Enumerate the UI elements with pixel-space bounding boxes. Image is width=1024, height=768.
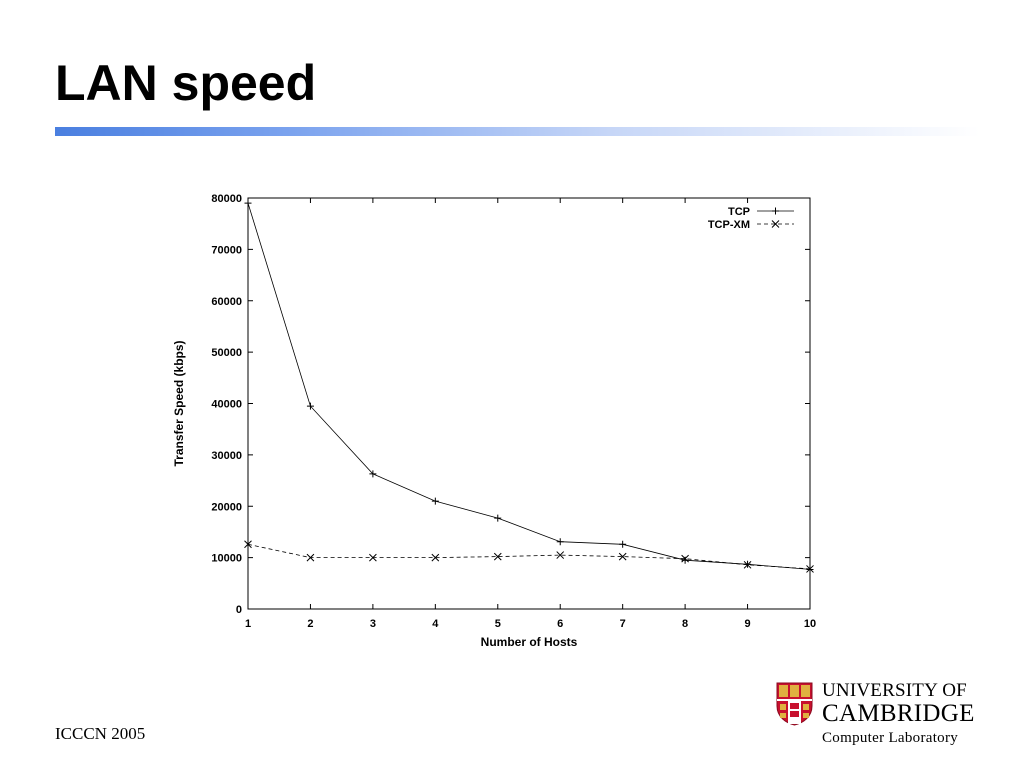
y-tick-label: 80000 bbox=[211, 193, 242, 205]
logo-computer-laboratory: Computer Laboratory bbox=[822, 730, 959, 746]
x-tick-label: 1 bbox=[245, 618, 251, 630]
data-point bbox=[431, 553, 440, 562]
data-point bbox=[494, 514, 502, 522]
x-axis-label: Number of Hosts bbox=[481, 635, 578, 649]
data-point bbox=[618, 552, 627, 561]
data-point bbox=[681, 556, 689, 564]
footer-conference-label: ICCCN 2005 bbox=[55, 724, 146, 743]
data-point bbox=[619, 540, 627, 548]
data-point bbox=[743, 560, 752, 569]
series-line bbox=[247, 202, 811, 570]
data-point bbox=[556, 551, 565, 559]
y-tick-label: 0 bbox=[236, 604, 242, 616]
data-point bbox=[369, 470, 377, 478]
cambridge-shield-icon bbox=[776, 682, 813, 726]
x-tick-label: 8 bbox=[682, 618, 688, 630]
logo-cambridge: CAMBRIDGE bbox=[822, 700, 975, 727]
data-point bbox=[681, 554, 689, 563]
y-tick-label: 40000 bbox=[211, 399, 242, 411]
x-tick-label: 7 bbox=[620, 618, 626, 630]
series-line bbox=[247, 543, 811, 570]
data-point bbox=[306, 402, 314, 410]
data-point bbox=[306, 553, 315, 562]
y-axis-label: Transfer Speed (kbps) bbox=[172, 340, 186, 466]
y-tick-label: 70000 bbox=[211, 244, 242, 256]
legend-marker bbox=[771, 220, 780, 228]
data-point bbox=[806, 565, 814, 573]
y-tick-label: 60000 bbox=[211, 296, 242, 308]
data-point bbox=[244, 199, 252, 207]
title-underline-bar bbox=[55, 127, 980, 136]
x-tick-label: 10 bbox=[804, 618, 816, 630]
legend-marker bbox=[772, 207, 779, 215]
x-tick-label: 9 bbox=[744, 618, 750, 630]
y-tick-label: 10000 bbox=[211, 553, 242, 565]
series-tcp bbox=[244, 199, 814, 573]
series-tcp-xm bbox=[244, 540, 814, 573]
slide-title: LAN speed bbox=[55, 55, 317, 111]
x-tick-label: 6 bbox=[557, 618, 563, 630]
data-point bbox=[556, 538, 564, 546]
data-point bbox=[244, 540, 252, 549]
y-tick-label: 30000 bbox=[211, 450, 242, 462]
data-point bbox=[431, 497, 439, 505]
x-tick-label: 4 bbox=[432, 618, 439, 630]
legend-label: TCP bbox=[728, 206, 750, 218]
university-logo: UNIVERSITY OF CAMBRIDGE Computer Laborat… bbox=[776, 680, 986, 751]
data-point bbox=[493, 552, 502, 561]
plot-frame bbox=[247, 197, 811, 610]
y-tick-label: 20000 bbox=[211, 501, 242, 513]
x-tick-label: 3 bbox=[370, 618, 376, 630]
x-tick-label: 2 bbox=[307, 618, 313, 630]
y-tick-label: 50000 bbox=[211, 347, 242, 359]
x-tick-label: 5 bbox=[495, 618, 501, 630]
logo-university-of: UNIVERSITY OF bbox=[822, 680, 967, 701]
legend-label: TCP-XM bbox=[708, 219, 750, 231]
data-point bbox=[369, 553, 377, 562]
